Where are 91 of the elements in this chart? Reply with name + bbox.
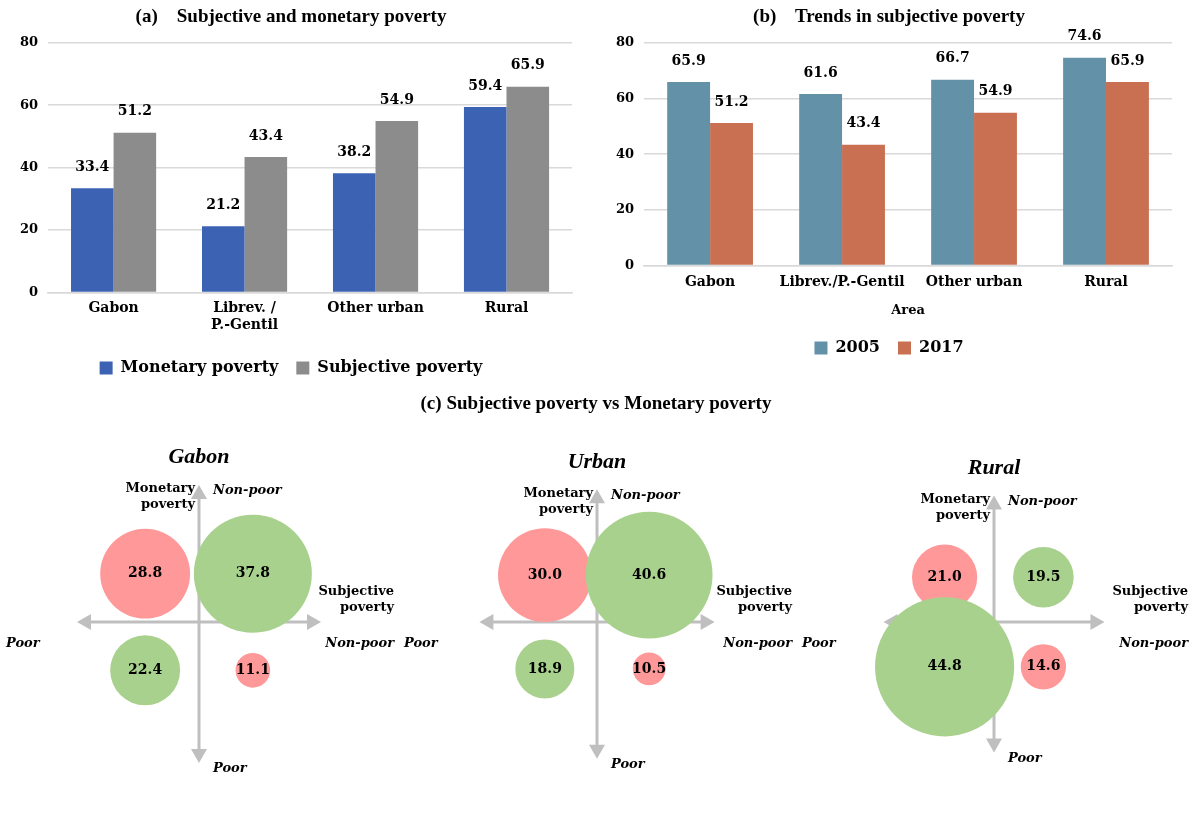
data-label: 44.8 [927, 657, 962, 674]
legend-label: 2005 [835, 337, 880, 357]
data-label: 66.7 [935, 49, 970, 66]
bar [244, 156, 288, 292]
text: Monetary poverty [920, 490, 991, 522]
data-label: 54.9 [978, 82, 1013, 99]
bar [71, 188, 114, 292]
text: Non-poor [212, 482, 283, 498]
text: Poor [801, 635, 837, 651]
data-label: 40.6 [632, 565, 667, 582]
data-label: 65.9 [1110, 51, 1145, 68]
bar [201, 226, 245, 292]
bar [375, 121, 419, 292]
text: Rural [966, 454, 1022, 480]
y-tick-label: 20 [20, 221, 39, 237]
text: Poor [403, 635, 439, 651]
text: Monetary poverty [125, 480, 196, 512]
y-tick-label: 20 [616, 201, 635, 217]
text: Subjective poverty [716, 583, 793, 615]
chart-title: (b) Trends in subjective poverty [753, 5, 1026, 28]
y-tick-label: 40 [20, 158, 39, 174]
data-label: 30.0 [527, 565, 563, 582]
legend-label: 2017 [919, 337, 964, 357]
text: Urban [567, 447, 627, 473]
bar [931, 79, 975, 265]
data-label: 61.6 [803, 63, 838, 80]
data-label: 14.6 [1026, 657, 1061, 674]
x-tick-label: Other urban [327, 299, 424, 316]
bar [667, 82, 711, 265]
data-label: 65.9 [671, 51, 706, 68]
text: Monetary poverty [523, 484, 594, 516]
data-label: 22.4 [128, 660, 163, 677]
text: Subjective poverty [1112, 583, 1189, 615]
data-label: 28.8 [128, 564, 163, 581]
text: Poor [212, 760, 248, 776]
data-label: 38.2 [337, 142, 372, 159]
y-tick-label: 60 [20, 96, 39, 112]
bar [1063, 57, 1107, 265]
x-tick-label: Librev. / P.-Gentil [211, 299, 279, 333]
bar [1106, 82, 1149, 265]
text: Non-poor [324, 635, 396, 651]
chart-title: (a) Subjective and monetary poverty [135, 5, 447, 28]
data-label: 11.1 [235, 660, 270, 677]
text: Non-poor [1118, 635, 1190, 651]
text: Poor [1007, 749, 1043, 765]
legend-label: Monetary poverty [120, 357, 280, 377]
y-tick-label: 80 [616, 34, 635, 50]
data-label: 18.9 [527, 659, 562, 676]
data-label: 10.5 [632, 659, 667, 676]
bar [710, 123, 753, 265]
data-label: 51.2 [117, 102, 152, 119]
text: Non-poor [610, 486, 681, 502]
data-label: 21.0 [927, 567, 962, 584]
data-label: 43.4 [248, 126, 284, 143]
bar [842, 144, 885, 265]
data-label: 19.5 [1026, 567, 1061, 584]
text: Subjective poverty [318, 583, 395, 615]
data-label: 74.6 [1067, 27, 1102, 44]
data-label: 51.2 [714, 92, 749, 109]
bar [799, 94, 843, 265]
text: Non-poor [722, 635, 794, 651]
text: (c) Subjective poverty vs Monetary poverty [419, 392, 773, 414]
x-tick-label: Gabon [684, 272, 736, 289]
y-tick-label: 60 [616, 89, 635, 105]
y-tick-label: 40 [616, 145, 635, 161]
data-label: 59.4 [468, 76, 503, 93]
data-label: 37.8 [235, 564, 270, 581]
y-tick-label: 0 [29, 283, 39, 299]
x-axis-title: Area [890, 301, 926, 317]
data-label: 43.4 [846, 114, 881, 131]
bar [463, 107, 507, 292]
bar [974, 112, 1017, 265]
x-tick-label: Other urban [925, 272, 1023, 289]
text: Poor [5, 635, 41, 651]
legend-label: Subjective poverty [317, 357, 484, 377]
data-label: 65.9 [510, 56, 545, 73]
data-label: 33.4 [75, 157, 110, 174]
x-tick-label: Rural [484, 299, 529, 316]
data-label: 54.9 [379, 90, 414, 107]
bar [113, 132, 157, 292]
text: Gabon [168, 443, 230, 469]
x-tick-label: Gabon [88, 299, 139, 316]
text: Non-poor [1007, 492, 1078, 508]
text: Poor [610, 756, 646, 772]
x-tick-label: Librev./P.-Gentil [779, 272, 905, 289]
x-tick-label: Rural [1084, 272, 1128, 289]
y-tick-label: 80 [20, 34, 39, 50]
bar [332, 173, 376, 292]
y-tick-label: 0 [625, 256, 635, 272]
data-label: 21.2 [206, 195, 241, 212]
bar [506, 86, 550, 292]
